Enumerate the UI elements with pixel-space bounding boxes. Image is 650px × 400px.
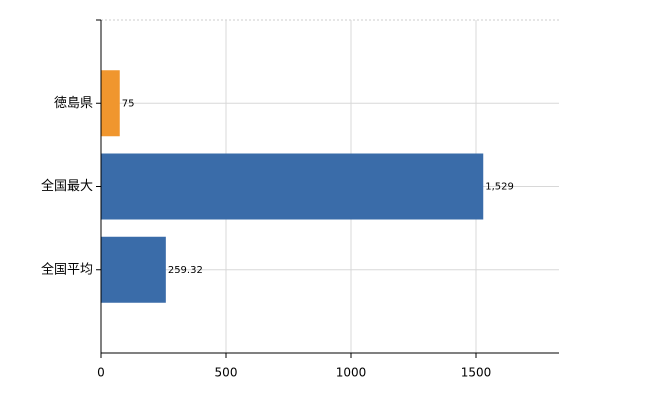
value-label: 75 [122,98,135,109]
value-label: 259.32 [168,265,203,276]
x-tick-label: 500 [215,366,238,380]
y-tick-label: 全国最大 [41,178,93,194]
x-tick-label: 0 [97,366,105,380]
bar [101,153,484,220]
value-label: 1,529 [485,182,514,193]
bar [101,236,166,303]
x-tick-label: 1000 [336,366,367,380]
x-tick-label: 1500 [461,366,492,380]
y-tick-label: 徳島県 [54,96,93,111]
y-tick-label: 全国平均 [41,261,93,277]
bar [101,70,120,137]
